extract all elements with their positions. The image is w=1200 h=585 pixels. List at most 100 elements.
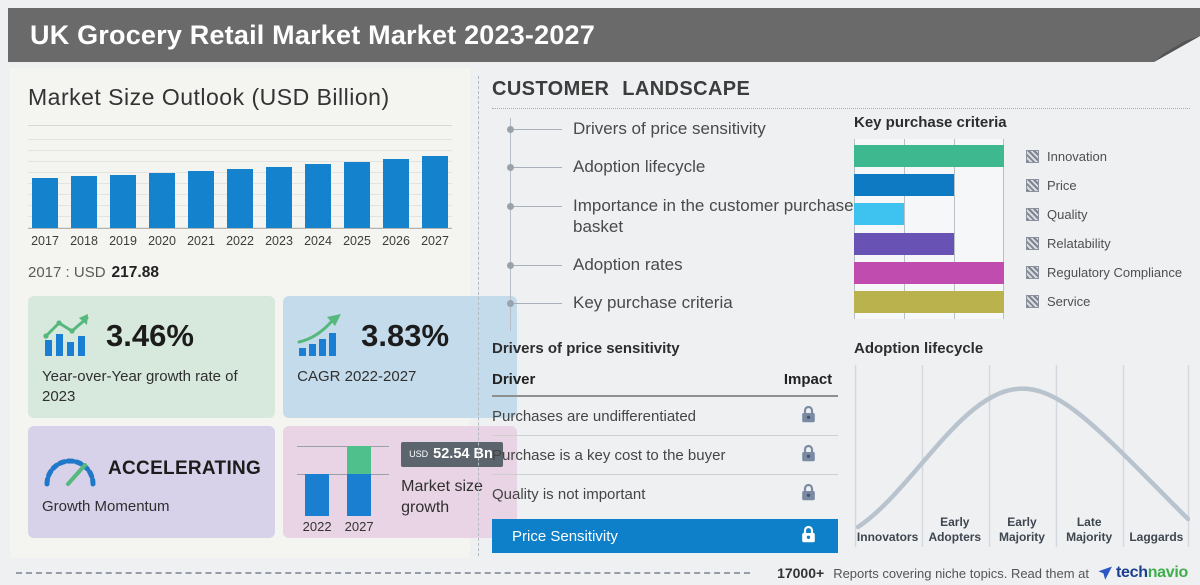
adoption-stage-label: Innovators: [856, 530, 919, 544]
footer-text: Reports covering niche topics. Read them…: [833, 565, 1089, 581]
customer-landscape-item-label: Key purchase criteria: [573, 293, 733, 313]
technavio-logo-icon: [1098, 566, 1112, 580]
legend-swatch-icon: [1026, 149, 1039, 163]
customer-landscape-item-label: Adoption lifecycle: [573, 157, 706, 177]
market-year-label: 2022: [226, 234, 254, 248]
mini-bar-2027: [347, 446, 372, 516]
badge-value: 52.54 Bn: [433, 446, 493, 462]
market-bar-slot: [379, 136, 413, 228]
market-year-label: 2026: [382, 234, 410, 248]
market-year-label: 2019: [109, 234, 137, 248]
bar-trend-icon: [43, 314, 89, 356]
legend-swatch-icon: [1026, 207, 1039, 221]
report-count: 17000+: [777, 565, 825, 581]
kpc-title: Key purchase criteria: [854, 114, 1007, 131]
market-size-outlook-title: Market Size Outlook (USD Billion): [28, 84, 390, 110]
kpc-bar-relatability: [854, 232, 954, 255]
impact-cell: [778, 405, 838, 427]
kpc-bar-regulatory-compliance: [854, 261, 1004, 284]
customer-landscape-item: Adoption lifecycle: [507, 156, 856, 177]
adoption-stage-label: Laggards: [1129, 530, 1184, 544]
lock-icon: [801, 525, 815, 543]
legend-swatch-icon: [1026, 178, 1039, 192]
kpc-bar-price: [854, 174, 954, 197]
base-year-value: 2017 : USD 217.88: [28, 264, 452, 282]
market-size-chart: [28, 136, 452, 229]
kpc-gridline: [854, 139, 855, 319]
kpc-bar-innovation: [854, 145, 1004, 167]
technavio-logo[interactable]: tech navio: [1098, 564, 1188, 582]
kpc-legend-label: Price: [1047, 177, 1077, 193]
customer-landscape-item: Drivers of price sensitivity: [507, 118, 856, 139]
bullet-connector: [514, 303, 562, 305]
market-bar-2026: [383, 159, 409, 228]
page-title: UK Grocery Retail Market Market 2023-202…: [30, 20, 595, 50]
impact-cell: [778, 525, 838, 547]
customer-landscape-item: Importance in the customer purchase bask…: [507, 195, 856, 238]
cagr-box: 3.83% CAGR 2022-2027: [283, 296, 517, 418]
badge-currency: USD: [409, 449, 429, 459]
lock-icon: [801, 405, 815, 423]
market-bar-slot: [418, 136, 452, 228]
driver-label: Purchase is a key cost to the buyer: [492, 446, 726, 464]
momentum-value: ACCELERATING: [108, 458, 262, 479]
market-size-outlook-card: Market Size Outlook (USD Billion) 2017 20…: [10, 68, 517, 558]
driver-column-header: Driver: [492, 371, 536, 388]
driver-row: Purchases are undifferentiated: [492, 397, 838, 436]
adoption-stage-label: Late Majority: [1066, 515, 1113, 544]
market-bar-slot: [28, 136, 62, 228]
kpc-legend-item-service: Service: [1026, 291, 1190, 313]
kpc-bars: [854, 145, 1004, 313]
mini-year-2027: 2027: [344, 519, 374, 534]
drivers-table-header: Driver Impact: [492, 365, 838, 397]
price-sensitivity-label: Price Sensitivity: [512, 527, 618, 545]
kpc-legend-item-price: Price: [1026, 174, 1190, 196]
bullet-dot-icon: [507, 262, 514, 269]
market-bar-slot: [145, 136, 179, 228]
adoption-chart: Innovators Early Adopters Early Majority La…: [854, 365, 1191, 547]
legend-swatch-icon: [1026, 237, 1039, 251]
market-bar-2019: [110, 175, 136, 228]
customer-landscape-list: Drivers of price sensitivity Adoption lif…: [507, 118, 856, 331]
adoption-lifecycle: Adoption lifecycle Innovators Early Adopt…: [854, 340, 1191, 547]
market-year-label: 2027: [421, 234, 449, 248]
market-bar-2018: [71, 176, 97, 228]
market-year-label: 2020: [148, 234, 176, 248]
impact-cell: [778, 444, 838, 466]
mini-gridline: [297, 446, 390, 447]
driver-label: Quality is not important: [492, 485, 646, 503]
cagr-label: CAGR 2022-2027: [297, 368, 417, 385]
customer-landscape-item-label: Importance in the customer purchase bask…: [573, 195, 854, 236]
kpc-legend-label: Regulatory Compliance: [1047, 265, 1183, 281]
driver-row: Purchase is a key cost to the buyer: [492, 436, 838, 475]
market-bar-slot: [340, 136, 374, 228]
customer-landscape-item: Adoption rates: [507, 254, 856, 275]
kpc-gridline: [1003, 139, 1004, 319]
market-year-label: 2018: [70, 234, 98, 248]
adoption-stage-label: Early Majority: [998, 515, 1045, 544]
market-bar-2027: [422, 156, 448, 228]
market-year-label: 2025: [343, 234, 371, 248]
customer-landscape-item-label: Drivers of price sensitivity: [573, 119, 766, 138]
kpc-bar-quality: [854, 203, 904, 226]
yoy-growth-box: 3.46% Year-over-Year growth rate of 2023: [28, 296, 276, 418]
customer-landscape-title: CUSTOMER LANDSCAPE: [492, 78, 1190, 109]
drivers-rows: Purchases are undifferentiated Purchase i…: [492, 397, 838, 513]
market-bar-2017: [32, 178, 58, 228]
adoption-title: Adoption lifecycle: [854, 340, 984, 357]
bullet-connector: [514, 167, 562, 169]
kpc-legend-label: Service: [1047, 294, 1091, 310]
bullet-dot-icon: [507, 300, 514, 308]
lock-icon: [801, 444, 815, 462]
adoption-labels: Innovators Early Adopters Early Majority La…: [854, 515, 1190, 545]
market-year-labels: 2017 2018 2019 2020 2021 2022 2023 2024 2025 2026…: [28, 234, 452, 248]
market-bar-2025: [344, 162, 370, 228]
yoy-value: 3.46%: [106, 318, 194, 353]
driver-row: Quality is not important: [492, 475, 838, 513]
growth-value-badge: USD 52.54 Bn: [401, 442, 503, 467]
kpc-legend-item-innovation: Innovation: [1026, 145, 1190, 167]
market-bar-slot: [106, 136, 140, 228]
market-size-growth-box: 2022 2027 USD 52.54 Bn Market size growth: [283, 426, 517, 538]
footer-dashed-line: [16, 572, 751, 574]
kpc-chart: [854, 139, 1004, 319]
